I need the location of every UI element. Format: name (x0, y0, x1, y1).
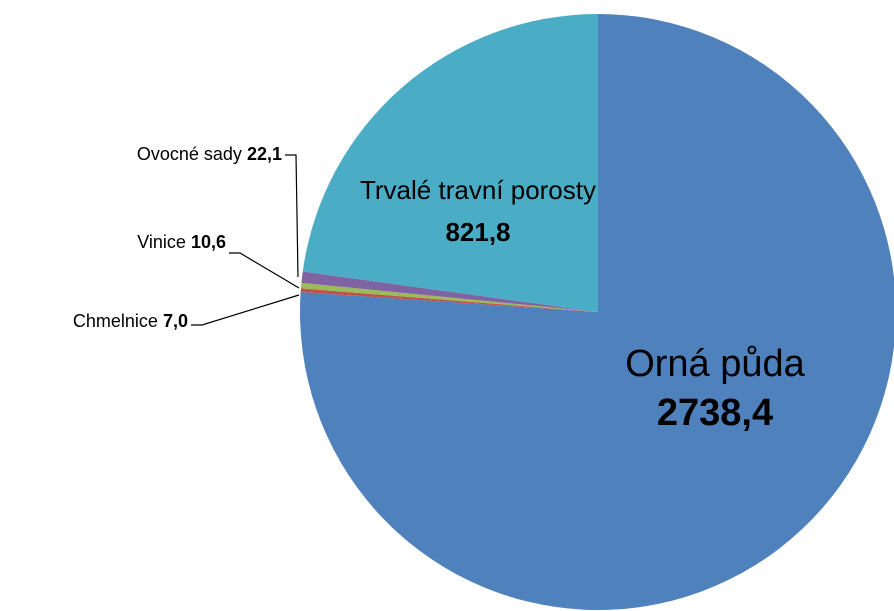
pie-slice (300, 14, 894, 610)
leader-line (285, 154, 299, 278)
category-label: Vinice (137, 232, 186, 252)
pie-slice (301, 271, 598, 312)
slice-label: Vinice 10,6 (137, 231, 226, 254)
value-label: 821,8 (445, 216, 511, 247)
pie-slice (300, 288, 598, 312)
category-label: Ovocné sady (136, 144, 242, 164)
leader-line (229, 252, 300, 289)
pie-slice (300, 282, 598, 312)
slice-label: Orná půda 2738,4 (600, 340, 830, 439)
slice-label: Chmelnice 7,0 (73, 310, 188, 333)
slice-label: Ovocné sady 22,1 (137, 143, 282, 166)
pie-slice (302, 14, 598, 312)
pie (300, 14, 894, 610)
value-label: 22,1 (246, 144, 282, 164)
value-label: 7,0 (162, 311, 188, 331)
value-label: 10,6 (190, 232, 226, 252)
leader-line (191, 294, 300, 326)
category-label: Chmelnice (72, 311, 158, 331)
category-label: Orná půda (625, 343, 805, 385)
slice-label: Trvalé travní porosty 821,8 (358, 170, 598, 253)
value-label: 2738,4 (656, 392, 774, 435)
category-label: Trvalé travní porosty (359, 175, 596, 205)
